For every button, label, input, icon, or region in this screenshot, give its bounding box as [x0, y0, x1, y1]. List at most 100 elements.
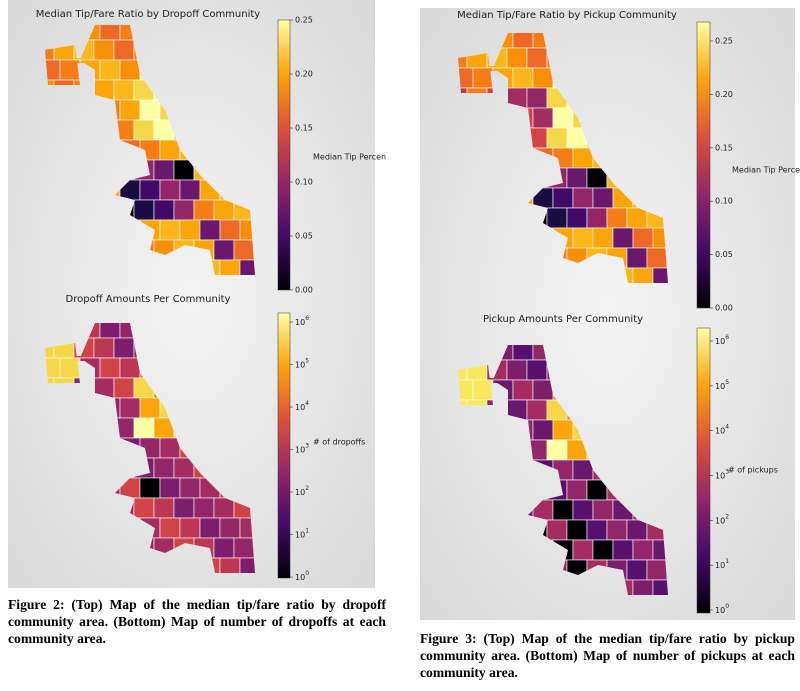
tick-exponent: 0: [305, 570, 309, 577]
tick-exponent: 6: [725, 334, 729, 341]
colorbar: [696, 327, 711, 614]
community-area: [612, 227, 634, 249]
caption: Figure 3: (Top) Map of the median tip/fa…: [420, 631, 795, 680]
community-area: [219, 219, 241, 241]
tick-exponent: 4: [725, 423, 729, 430]
community-area: [193, 199, 215, 221]
community-area: [179, 219, 201, 241]
community-area: [133, 497, 155, 519]
colorbar-tick-label: 100: [295, 570, 309, 582]
tick-base: 10: [295, 530, 305, 539]
community-area: [472, 67, 494, 89]
community-area: [626, 519, 648, 541]
community-area: [159, 437, 181, 459]
colorbar-tick-label: 0.15: [715, 143, 733, 152]
community-area: [572, 227, 594, 249]
community-area: [119, 99, 141, 121]
community-area: [119, 357, 141, 379]
community-area: [173, 199, 195, 221]
community-area: [552, 107, 574, 129]
community-area: [572, 187, 594, 209]
community-area: [113, 39, 135, 61]
colorbar-tick-label: 0.00: [715, 304, 733, 313]
tick-base: 10: [715, 561, 725, 570]
tick-base: 10: [715, 471, 725, 480]
community-area: [59, 357, 81, 379]
community-area: [566, 167, 588, 189]
tick-exponent: 1: [725, 558, 729, 565]
map-title: Pickup Amounts Per Community: [483, 314, 643, 325]
colorbar: [277, 19, 291, 291]
tick-base: 10: [715, 606, 725, 615]
community-area: [566, 207, 588, 229]
tick-base: 10: [715, 381, 725, 390]
colorbar-label: Median Tip Percen: [313, 153, 386, 162]
community-area: [159, 179, 181, 201]
community-area: [179, 477, 201, 499]
colorbar-tick-label: 106: [295, 315, 309, 327]
colorbar-tick-label: 102: [295, 485, 309, 497]
community-area: [199, 219, 221, 241]
community-area: [612, 539, 634, 561]
community-area: [139, 99, 161, 121]
community-area: [592, 499, 614, 521]
colorbar-tick-label: 105: [295, 357, 309, 369]
community-area: [532, 107, 554, 129]
community-area: [552, 499, 574, 521]
community-area: [153, 159, 175, 181]
community-area: [572, 459, 594, 481]
community-area: [572, 499, 594, 521]
community-area: [526, 47, 548, 69]
community-area: [632, 539, 654, 561]
community-area: [133, 119, 155, 141]
community-area: [512, 379, 534, 401]
community-area: [546, 207, 568, 229]
colorbar-tick-label: 0.10: [295, 178, 313, 187]
community-area: [119, 397, 141, 419]
tick-exponent: 3: [725, 468, 729, 475]
colorbar-label: Median Tip Percen: [732, 166, 800, 175]
colorbar-tick-label: 0.10: [715, 197, 733, 206]
tick-base: 10: [295, 573, 305, 582]
community-area: [532, 419, 554, 441]
community-area: [239, 557, 255, 573]
community-area: [586, 519, 608, 541]
colorbar-tick-label: 101: [295, 527, 309, 539]
tick-exponent: 2: [725, 513, 729, 520]
tick-exponent: 3: [305, 442, 309, 449]
community-area: [179, 179, 201, 201]
community-area: [59, 59, 81, 81]
colorbar-label: # of pickups: [728, 466, 778, 475]
tick-exponent: 4: [305, 400, 309, 407]
community-area: [606, 519, 628, 541]
map-title: Median Tip/Fare Ratio by Pickup Communit…: [457, 10, 677, 21]
community-area: [213, 199, 235, 221]
community-area: [133, 417, 155, 439]
community-area: [213, 239, 235, 261]
colorbar-tick-label: 0.25: [715, 37, 733, 46]
community-area: [233, 239, 255, 261]
community-area: [213, 537, 235, 559]
community-area: [572, 147, 594, 169]
tick-exponent: 0: [725, 603, 729, 610]
community-area: [506, 359, 528, 381]
colorbar-tick-label: 0.15: [295, 124, 313, 133]
community-area: [532, 379, 554, 401]
community-area: [179, 517, 201, 539]
community-area: [652, 579, 668, 595]
community-area: [119, 59, 141, 81]
map-title: Median Tip/Fare Ratio by Dropoff Communi…: [36, 9, 261, 20]
community-area: [532, 67, 554, 89]
tick-base: 10: [295, 360, 305, 369]
colorbar-tick-label: 0.20: [715, 90, 733, 99]
community-area: [632, 227, 654, 249]
tick-base: 10: [295, 318, 305, 327]
community-area: [626, 247, 648, 269]
colorbar-tick-label: 103: [295, 442, 309, 454]
community-area: [626, 559, 648, 581]
community-area: [113, 337, 135, 359]
community-area: [199, 517, 221, 539]
community-area: [153, 497, 175, 519]
community-area: [546, 127, 568, 149]
colorbar-tick-label: 106: [715, 334, 729, 346]
